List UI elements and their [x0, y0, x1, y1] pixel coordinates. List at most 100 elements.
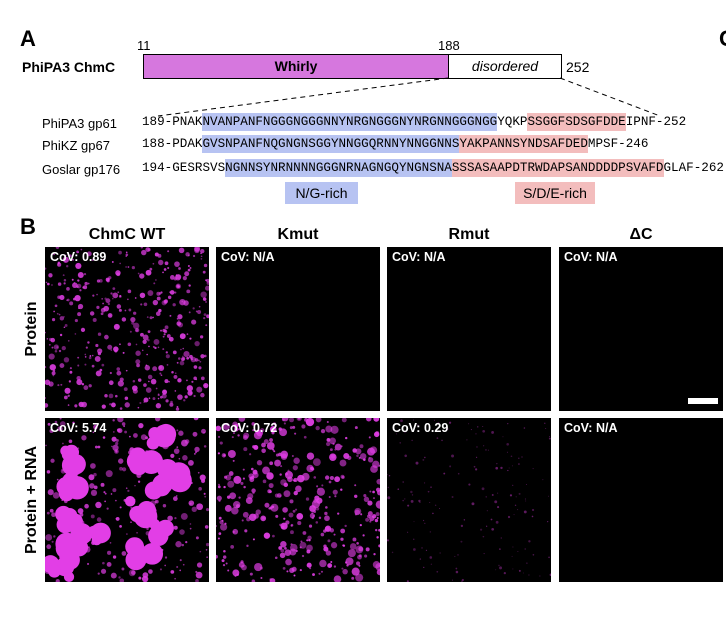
droplet — [141, 249, 147, 256]
droplet — [133, 433, 138, 438]
droplet — [129, 330, 132, 333]
droplet — [365, 547, 370, 552]
droplet — [279, 473, 282, 476]
droplet — [77, 303, 84, 310]
droplet — [238, 496, 241, 499]
droplet — [369, 520, 372, 523]
droplet — [523, 427, 526, 429]
droplet — [125, 487, 128, 489]
droplet — [252, 538, 255, 541]
droplet — [116, 370, 122, 376]
droplet — [163, 268, 167, 271]
droplet — [55, 247, 60, 249]
droplet — [57, 384, 60, 387]
droplet — [232, 459, 235, 462]
droplet — [190, 357, 194, 361]
droplet — [283, 490, 291, 498]
droplet — [149, 267, 153, 271]
droplet — [102, 302, 104, 305]
panel-label: A — [20, 26, 36, 51]
droplet — [372, 514, 377, 519]
droplet — [196, 562, 203, 568]
droplet — [345, 436, 348, 440]
droplet — [186, 356, 190, 360]
droplet — [45, 444, 47, 447]
droplet — [157, 397, 160, 400]
droplet — [430, 563, 433, 565]
droplet — [419, 558, 422, 560]
droplet — [334, 495, 337, 498]
droplet — [77, 279, 80, 282]
droplet — [347, 455, 352, 461]
droplet — [148, 569, 153, 574]
droplet — [173, 448, 180, 454]
droplet — [103, 305, 110, 312]
droplet — [91, 259, 94, 262]
droplet — [59, 333, 63, 337]
droplet — [238, 428, 241, 431]
droplet — [332, 489, 338, 495]
droplet — [526, 562, 528, 564]
droplet — [231, 436, 234, 439]
droplet — [436, 437, 439, 439]
droplet — [110, 292, 113, 295]
droplet — [57, 295, 61, 299]
droplet — [147, 374, 153, 380]
droplet — [311, 500, 320, 509]
droplet — [137, 406, 140, 409]
droplet — [407, 504, 410, 507]
droplet — [69, 301, 74, 306]
droplet — [340, 528, 346, 534]
droplet — [421, 547, 423, 549]
droplet — [165, 351, 168, 354]
droplet — [360, 513, 363, 516]
droplet — [539, 575, 541, 577]
droplet — [296, 418, 302, 421]
droplet — [193, 394, 196, 398]
droplet — [194, 453, 196, 455]
droplet — [295, 485, 302, 493]
droplet — [93, 485, 98, 490]
droplet — [454, 555, 456, 558]
droplet — [222, 555, 227, 559]
droplet — [158, 365, 165, 372]
micrograph — [216, 247, 380, 411]
droplet — [189, 527, 192, 530]
droplet — [475, 433, 477, 435]
droplet — [224, 504, 232, 512]
droplet — [162, 335, 165, 338]
droplet — [325, 506, 328, 509]
droplet — [197, 310, 202, 315]
droplet — [140, 434, 147, 441]
droplet — [177, 314, 183, 320]
droplet — [286, 570, 289, 573]
micrograph — [45, 247, 209, 411]
droplet — [230, 545, 235, 549]
droplet — [483, 553, 485, 555]
droplet — [232, 432, 236, 435]
condensate — [124, 496, 136, 507]
droplet — [198, 487, 202, 491]
droplet — [101, 298, 103, 300]
droplet — [107, 550, 112, 555]
droplet — [149, 316, 153, 320]
droplet — [55, 579, 60, 582]
droplet — [318, 516, 322, 520]
droplet — [387, 539, 389, 542]
droplet — [125, 251, 128, 254]
droplet — [90, 463, 96, 469]
condensate — [139, 450, 164, 475]
droplet — [476, 446, 478, 448]
droplet — [59, 316, 65, 321]
droplet — [378, 528, 380, 532]
condensate — [63, 444, 80, 460]
droplet — [199, 360, 202, 363]
droplet — [180, 348, 182, 351]
droplet — [127, 289, 132, 294]
droplet — [72, 282, 78, 289]
droplet — [109, 542, 112, 544]
droplet — [547, 521, 549, 523]
droplet — [220, 523, 228, 531]
droplet — [306, 544, 313, 552]
droplet — [134, 484, 136, 487]
